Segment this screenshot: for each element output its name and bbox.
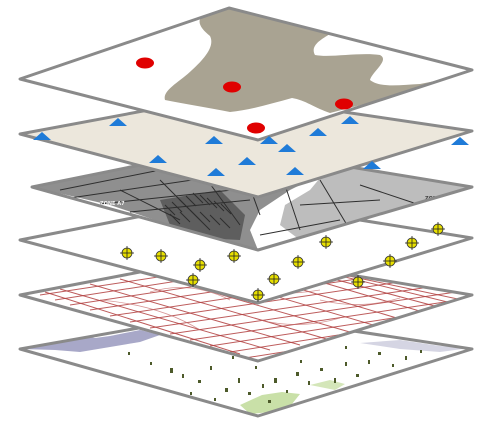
- crosshair-marker: [291, 255, 305, 269]
- blue-triangle-marker: [205, 136, 223, 144]
- crosshair-marker: [251, 288, 265, 302]
- circle-markers: [136, 57, 353, 134]
- red-circle-marker: [223, 81, 241, 93]
- blue-triangle-marker: [309, 128, 327, 136]
- crosshair-marker: [405, 236, 419, 250]
- blue-triangle-marker: [278, 144, 296, 152]
- landcover-layer: [18, 310, 474, 418]
- crosshair-marker: [154, 249, 168, 263]
- crosshair-marker: [383, 254, 397, 268]
- crosshair-marker: [186, 273, 200, 287]
- blue-triangle-marker: [286, 167, 304, 175]
- crosshair-marker: [227, 249, 241, 263]
- crosshair-marker: [120, 246, 134, 260]
- crosshair-markers: [120, 222, 445, 302]
- polygon-shape: [164, 8, 472, 113]
- crosshair-marker: [319, 235, 333, 249]
- blue-triangle-marker: [109, 118, 127, 126]
- blue-triangle-marker: [149, 155, 167, 163]
- blue-triangle-marker: [451, 137, 469, 145]
- blue-triangle-marker: [341, 116, 359, 124]
- blue-triangle-marker: [363, 161, 381, 169]
- blue-triangle-marker: [260, 136, 278, 144]
- polygon-layer: [18, 6, 474, 142]
- crosshair-marker: [351, 275, 365, 289]
- red-circle-marker: [136, 57, 154, 69]
- blue-triangle-marker: [207, 168, 225, 176]
- red-circle-marker: [247, 122, 265, 134]
- red-circle-marker: [335, 98, 353, 110]
- blue-triangle-marker: [33, 132, 51, 140]
- zone-label-a7: ZONE A7: [100, 201, 125, 207]
- landcover-patches: [20, 330, 470, 414]
- crosshair-marker: [431, 222, 445, 236]
- blue-triangle-marker: [238, 157, 256, 165]
- triangle-markers: [33, 116, 469, 176]
- crosshair-marker: [267, 272, 281, 286]
- crosshair-marker: [193, 258, 207, 272]
